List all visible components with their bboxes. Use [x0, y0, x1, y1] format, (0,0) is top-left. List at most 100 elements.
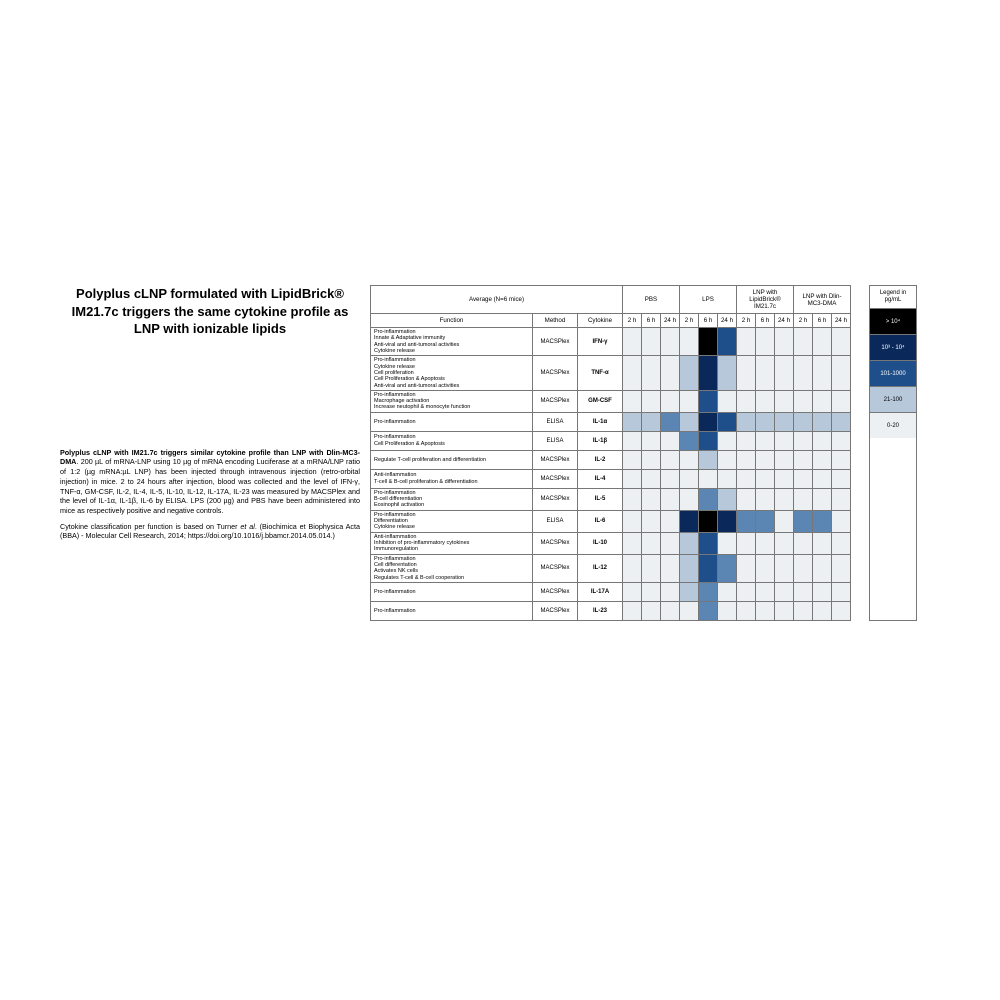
table-row: Pro-inflammationCytokine releaseCell pro… [371, 356, 851, 391]
function-cell: Pro-inflammationCell differentationActiv… [371, 554, 533, 582]
heat-cell [718, 601, 737, 620]
heat-cell [623, 554, 642, 582]
cytokine-cell: GM-CSF [578, 390, 623, 412]
method-cell: MACSPlex [533, 469, 578, 488]
method-cell: MACSPlex [533, 450, 578, 469]
heat-cell [794, 488, 813, 510]
header-time: 24 h [775, 314, 794, 328]
heat-cell [718, 469, 737, 488]
heat-cell [813, 601, 832, 620]
heat-cell [642, 601, 661, 620]
legend-item: 0-20 [870, 413, 916, 438]
heat-cell [661, 532, 680, 554]
heat-cell [813, 582, 832, 601]
legend-item: > 10⁴ [870, 309, 916, 335]
table-row: Anti-inflammationT-cell & B-cell prolife… [371, 469, 851, 488]
heat-cell [737, 450, 756, 469]
cytokine-cell: IL-17A [578, 582, 623, 601]
function-cell: Pro-inflammationDifferentiationCytokine … [371, 510, 533, 532]
method-cell: MACSPlex [533, 488, 578, 510]
heat-cell [661, 390, 680, 412]
heat-cell [756, 488, 775, 510]
heat-cell [813, 450, 832, 469]
heat-cell [832, 450, 851, 469]
heat-cell [699, 390, 718, 412]
heat-cell [680, 450, 699, 469]
method-cell: MACSPlex [533, 328, 578, 356]
heat-cell [680, 328, 699, 356]
heat-cell [832, 582, 851, 601]
heat-cell [642, 356, 661, 391]
cytokine-cell: IL-1β [578, 431, 623, 450]
heat-cell [661, 356, 680, 391]
method-cell: ELISA [533, 510, 578, 532]
function-cell: Regulate T-cell proliferation and differ… [371, 450, 533, 469]
method-cell: ELISA [533, 431, 578, 450]
heat-cell [718, 510, 737, 532]
header-sub: Method [533, 314, 578, 328]
heat-cell [642, 469, 661, 488]
table-row: Pro-inflammationMACSPlexIL-17A [371, 582, 851, 601]
heat-cell [680, 510, 699, 532]
description-paragraph: Cytokine classification per function is … [60, 522, 360, 541]
heat-cell [756, 510, 775, 532]
heat-cell [642, 431, 661, 450]
header-time: 2 h [623, 314, 642, 328]
heat-cell [699, 412, 718, 431]
heat-cell [680, 532, 699, 554]
heat-cell [775, 510, 794, 532]
heat-cell [661, 450, 680, 469]
heat-cell [756, 412, 775, 431]
heat-cell [813, 532, 832, 554]
heat-cell [718, 554, 737, 582]
heat-cell [699, 582, 718, 601]
function-cell: Pro-inflammationB-cell differentiationEo… [371, 488, 533, 510]
function-cell: Pro-inflammation [371, 582, 533, 601]
table-row: Pro-inflammationCell Proliferation & Apo… [371, 431, 851, 450]
heat-cell [756, 601, 775, 620]
heat-cell [775, 469, 794, 488]
heat-cell [699, 328, 718, 356]
heat-cell [623, 356, 642, 391]
heat-cell [642, 510, 661, 532]
heat-cell [661, 431, 680, 450]
method-cell: ELISA [533, 412, 578, 431]
table-row: Pro-inflammationELISAIL-1α [371, 412, 851, 431]
heat-cell [623, 390, 642, 412]
heat-cell [794, 554, 813, 582]
heat-cell [642, 582, 661, 601]
heat-cell [832, 356, 851, 391]
heat-cell [813, 412, 832, 431]
function-cell: Pro-inflammationCell Proliferation & Apo… [371, 431, 533, 450]
heat-cell [680, 554, 699, 582]
heat-cell [756, 469, 775, 488]
heat-cell [832, 390, 851, 412]
table-row: Anti-inflammationInhibition of pro-infla… [371, 532, 851, 554]
heat-cell [813, 356, 832, 391]
heat-cell [813, 431, 832, 450]
heat-cell [718, 488, 737, 510]
heat-cell [813, 510, 832, 532]
function-cell: Anti-inflammationT-cell & B-cell prolife… [371, 469, 533, 488]
heat-cell [832, 488, 851, 510]
heat-cell [813, 554, 832, 582]
heat-cell [832, 554, 851, 582]
heat-cell [680, 356, 699, 391]
heat-cell [623, 431, 642, 450]
heat-cell [680, 469, 699, 488]
heat-cell [832, 469, 851, 488]
heat-cell [794, 450, 813, 469]
heat-cell [661, 582, 680, 601]
cytokine-cell: TNF-α [578, 356, 623, 391]
heat-cell [718, 412, 737, 431]
heat-cell [756, 450, 775, 469]
heat-cell [794, 469, 813, 488]
heat-cell [623, 450, 642, 469]
cytokine-cell: IL-1α [578, 412, 623, 431]
heat-cell [832, 328, 851, 356]
heat-cell [680, 412, 699, 431]
description-paragraph: Polyplus cLNP with IM21.7c triggers simi… [60, 448, 360, 516]
heat-cell [623, 412, 642, 431]
header-sub: Function [371, 314, 533, 328]
heat-cell [699, 431, 718, 450]
